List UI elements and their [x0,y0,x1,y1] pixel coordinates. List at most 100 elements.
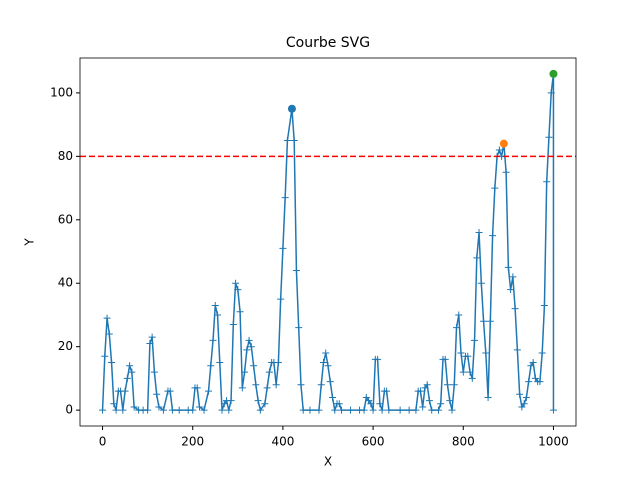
point-marker [211,301,219,309]
point-marker [416,387,424,395]
point-marker [103,314,111,322]
point-marker [428,406,436,414]
point-marker [453,324,461,332]
y-axis-label: Y [23,238,37,247]
point-marker [299,406,307,414]
point-marker [283,136,291,144]
point-marker [441,355,449,363]
point-marker [466,368,474,376]
point-marker [516,390,524,398]
point-marker [265,368,273,376]
x-tick-label: 400 [271,435,294,449]
point-marker [123,374,131,382]
point-marker [495,146,503,154]
point-marker [331,406,339,414]
point-marker [166,387,174,395]
point-marker [464,352,472,360]
point-marker [396,406,404,414]
point-marker [254,397,262,405]
point-marker [317,381,325,389]
point-marker [374,355,382,363]
point-marker [159,406,167,414]
point-marker [383,387,391,395]
point-marker [468,374,476,382]
point-marker [322,349,330,357]
point-marker [511,305,519,313]
point-marker [437,400,445,408]
chart-title: Courbe SVG [286,35,370,51]
point-marker [448,406,456,414]
point-marker [484,393,492,401]
point-marker [148,333,156,341]
point-marker [214,311,222,319]
point-marker [455,311,463,319]
point-marker [99,406,107,414]
point-marker [105,330,113,338]
y-tick-label: 40 [58,276,73,290]
point-marker [207,362,215,370]
point-marker [419,403,427,411]
point-marker [232,279,240,287]
x-tick-label: 600 [362,435,385,449]
point-marker [227,397,235,405]
point-marker [101,352,109,360]
point-marker [434,406,442,414]
point-marker [538,349,546,357]
point-marker [295,324,303,332]
x-tick-label: 800 [452,435,475,449]
point-marker [347,406,355,414]
point-marker [315,406,323,414]
point-marker [216,359,224,367]
point-marker [209,336,217,344]
point-marker [425,397,433,405]
y-tick-label: 20 [58,339,73,353]
point-marker [274,359,282,367]
point-marker [234,286,242,294]
point-marker [450,381,458,389]
point-marker [543,178,551,186]
point-marker [522,393,530,401]
point-marker [480,317,488,325]
point-marker [405,406,413,414]
point-marker [168,406,176,414]
highlight-point [287,104,296,113]
highlight-point [499,139,508,148]
highlight-point [549,69,558,78]
point-marker [130,403,138,411]
y-tick-label: 60 [58,212,73,226]
point-marker [376,400,384,408]
point-marker [412,406,420,414]
point-marker [446,397,454,405]
point-marker [457,349,465,357]
point-marker [250,362,258,370]
point-marker [335,400,343,408]
point-marker [471,336,479,344]
point-marker [378,406,386,414]
point-marker [504,263,512,271]
point-marker [200,406,208,414]
y-tick-label: 80 [58,149,73,163]
point-marker [112,406,120,414]
point-marker [144,406,152,414]
point-marker [513,346,521,354]
x-tick-label: 1000 [538,435,569,449]
point-marker [545,133,553,141]
point-marker [502,168,510,176]
point-marker [489,232,497,240]
point-marker [540,301,548,309]
point-marker [261,400,269,408]
point-marker [549,406,557,414]
point-marker [229,320,237,328]
point-marker [236,308,244,316]
point-marker [536,378,544,386]
point-marker [256,406,264,414]
point-marker [205,387,213,395]
point-marker [247,343,255,351]
point-marker [272,381,280,389]
point-marker [477,279,485,287]
point-marker [306,406,314,414]
point-marker [119,406,127,414]
point-marker [482,349,490,357]
